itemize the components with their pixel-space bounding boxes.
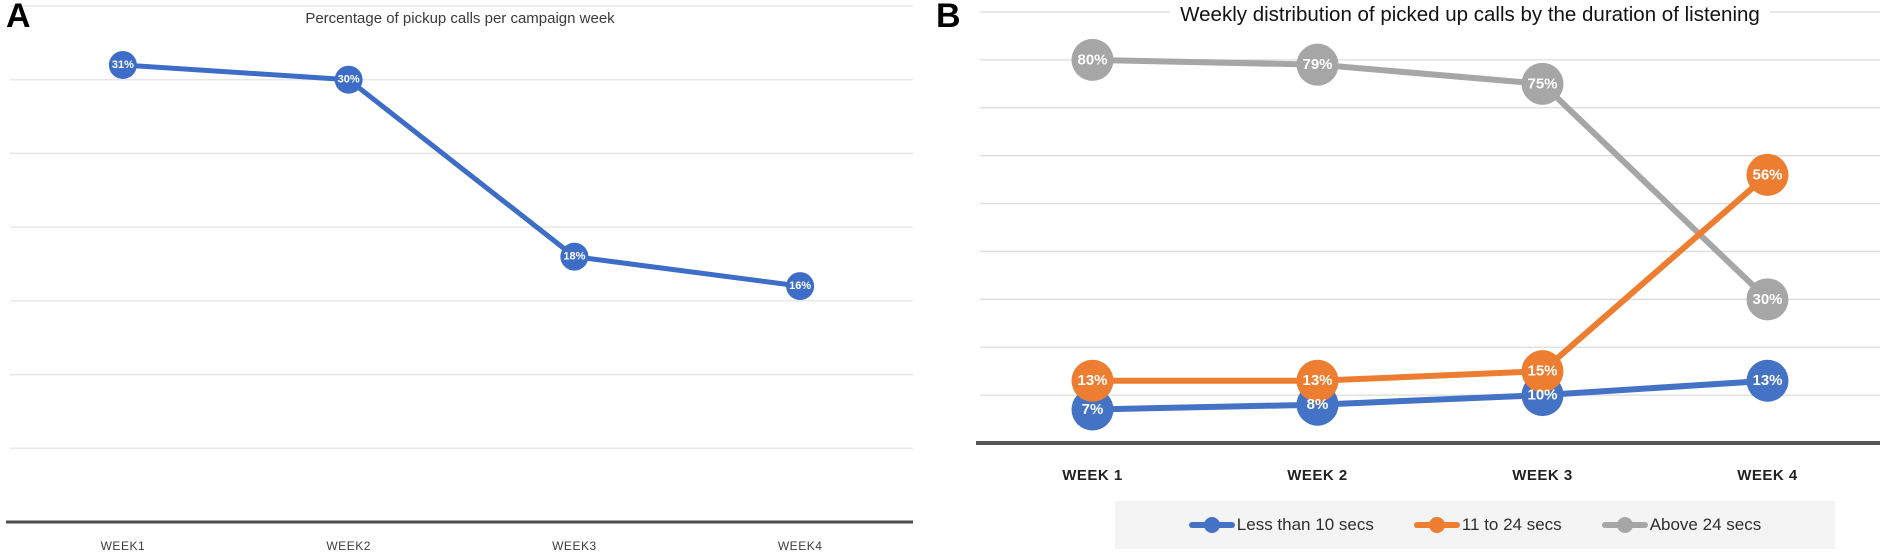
data-label: 31% (112, 59, 134, 71)
series-line (120, 62, 803, 289)
data-label: 30% (1752, 291, 1782, 308)
data-label: 75% (1527, 75, 1557, 92)
data-label: 15% (1527, 363, 1557, 380)
data-label: 13% (1302, 372, 1332, 389)
data-point (108, 50, 137, 79)
line-marker-icon (1188, 517, 1235, 533)
circle-marker-icon (1616, 517, 1633, 533)
data-label: 30% (338, 74, 360, 86)
panel-b-chart: WEEK 1 WEEK 2 WEEK 3 WEEK 4 80% 79% 75% 30% 7% 8%… (976, 11, 1880, 484)
data-point (786, 272, 815, 301)
panel-a-label: A (6, 0, 31, 35)
data-point (1071, 38, 1114, 81)
panel-b-title-text: Weekly distribution of picked up calls b… (1170, 3, 1770, 26)
category-label: WEEK3 (552, 539, 597, 553)
data-label: 7% (1082, 401, 1104, 418)
data-label: 79% (1302, 56, 1332, 73)
legend-label: Above 24 secs (1649, 515, 1762, 534)
data-point (1746, 278, 1789, 321)
chart-legend: Less than 10 secs 11 to 24 secs Above 24… (1115, 501, 1835, 549)
panel-a-title-text: Percentage of pickup calls per campaign … (295, 10, 625, 27)
data-point (1071, 388, 1114, 431)
line-marker-icon (1413, 517, 1460, 533)
series-line (1089, 56, 1771, 303)
circle-marker-icon (1203, 517, 1220, 533)
data-point (1521, 62, 1564, 105)
data-label: 16% (789, 280, 811, 292)
panel-b: B WEEK 1 WEEK 2 WEEK 3 WEEK 4 80% 79% 75% 30% 7%… (930, 0, 1900, 558)
line-marker-icon (1601, 517, 1648, 533)
data-label: 56% (1752, 166, 1782, 183)
data-label: 10% (1527, 387, 1557, 404)
panel-a-chart: WEEK1 WEEK2 WEEK3 WEEK4 31% 30% 18% 16% (6, 5, 913, 553)
data-point (1746, 359, 1789, 402)
legend-label: 11 to 24 secs (1461, 515, 1562, 534)
category-label: WEEK 2 (1287, 467, 1348, 484)
data-point (334, 65, 363, 94)
data-point (560, 242, 589, 271)
category-label: WEEK 3 (1512, 467, 1573, 484)
data-label: 18% (563, 251, 585, 263)
category-label: WEEK4 (778, 539, 823, 553)
legend-item-above-24-secs: Above 24 secs (1601, 515, 1762, 535)
category-label: WEEK1 (101, 539, 146, 553)
category-label: WEEK2 (326, 539, 371, 553)
category-label: WEEK 4 (1737, 467, 1798, 484)
circle-marker-icon (1428, 517, 1445, 533)
series-line (1089, 171, 1771, 384)
legend-item-11-to-24-secs: 11 to 24 secs (1413, 515, 1562, 535)
legend-item-less-than-10-secs: Less than 10 secs (1188, 515, 1374, 535)
panel-b-label: B (936, 0, 961, 35)
data-label: 80% (1077, 51, 1107, 68)
data-label: 13% (1077, 372, 1107, 389)
data-point (1296, 359, 1339, 402)
panel-a: A WEEK1 WEEK2 WEEK3 WEEK4 31% 30% 18% 16% Perce… (0, 0, 920, 558)
data-label: 8% (1307, 396, 1329, 413)
series-line (1089, 377, 1771, 413)
data-point (1746, 153, 1789, 196)
data-label: 13% (1752, 372, 1782, 389)
data-point (1296, 43, 1339, 86)
data-point (1521, 350, 1564, 393)
data-point (1071, 359, 1114, 402)
panel-a-title: Percentage of pickup calls per campaign … (0, 10, 920, 27)
legend-label: Less than 10 secs (1236, 515, 1374, 534)
category-label: WEEK 1 (1062, 467, 1123, 484)
panel-b-title: Weekly distribution of picked up calls b… (1040, 3, 1900, 27)
